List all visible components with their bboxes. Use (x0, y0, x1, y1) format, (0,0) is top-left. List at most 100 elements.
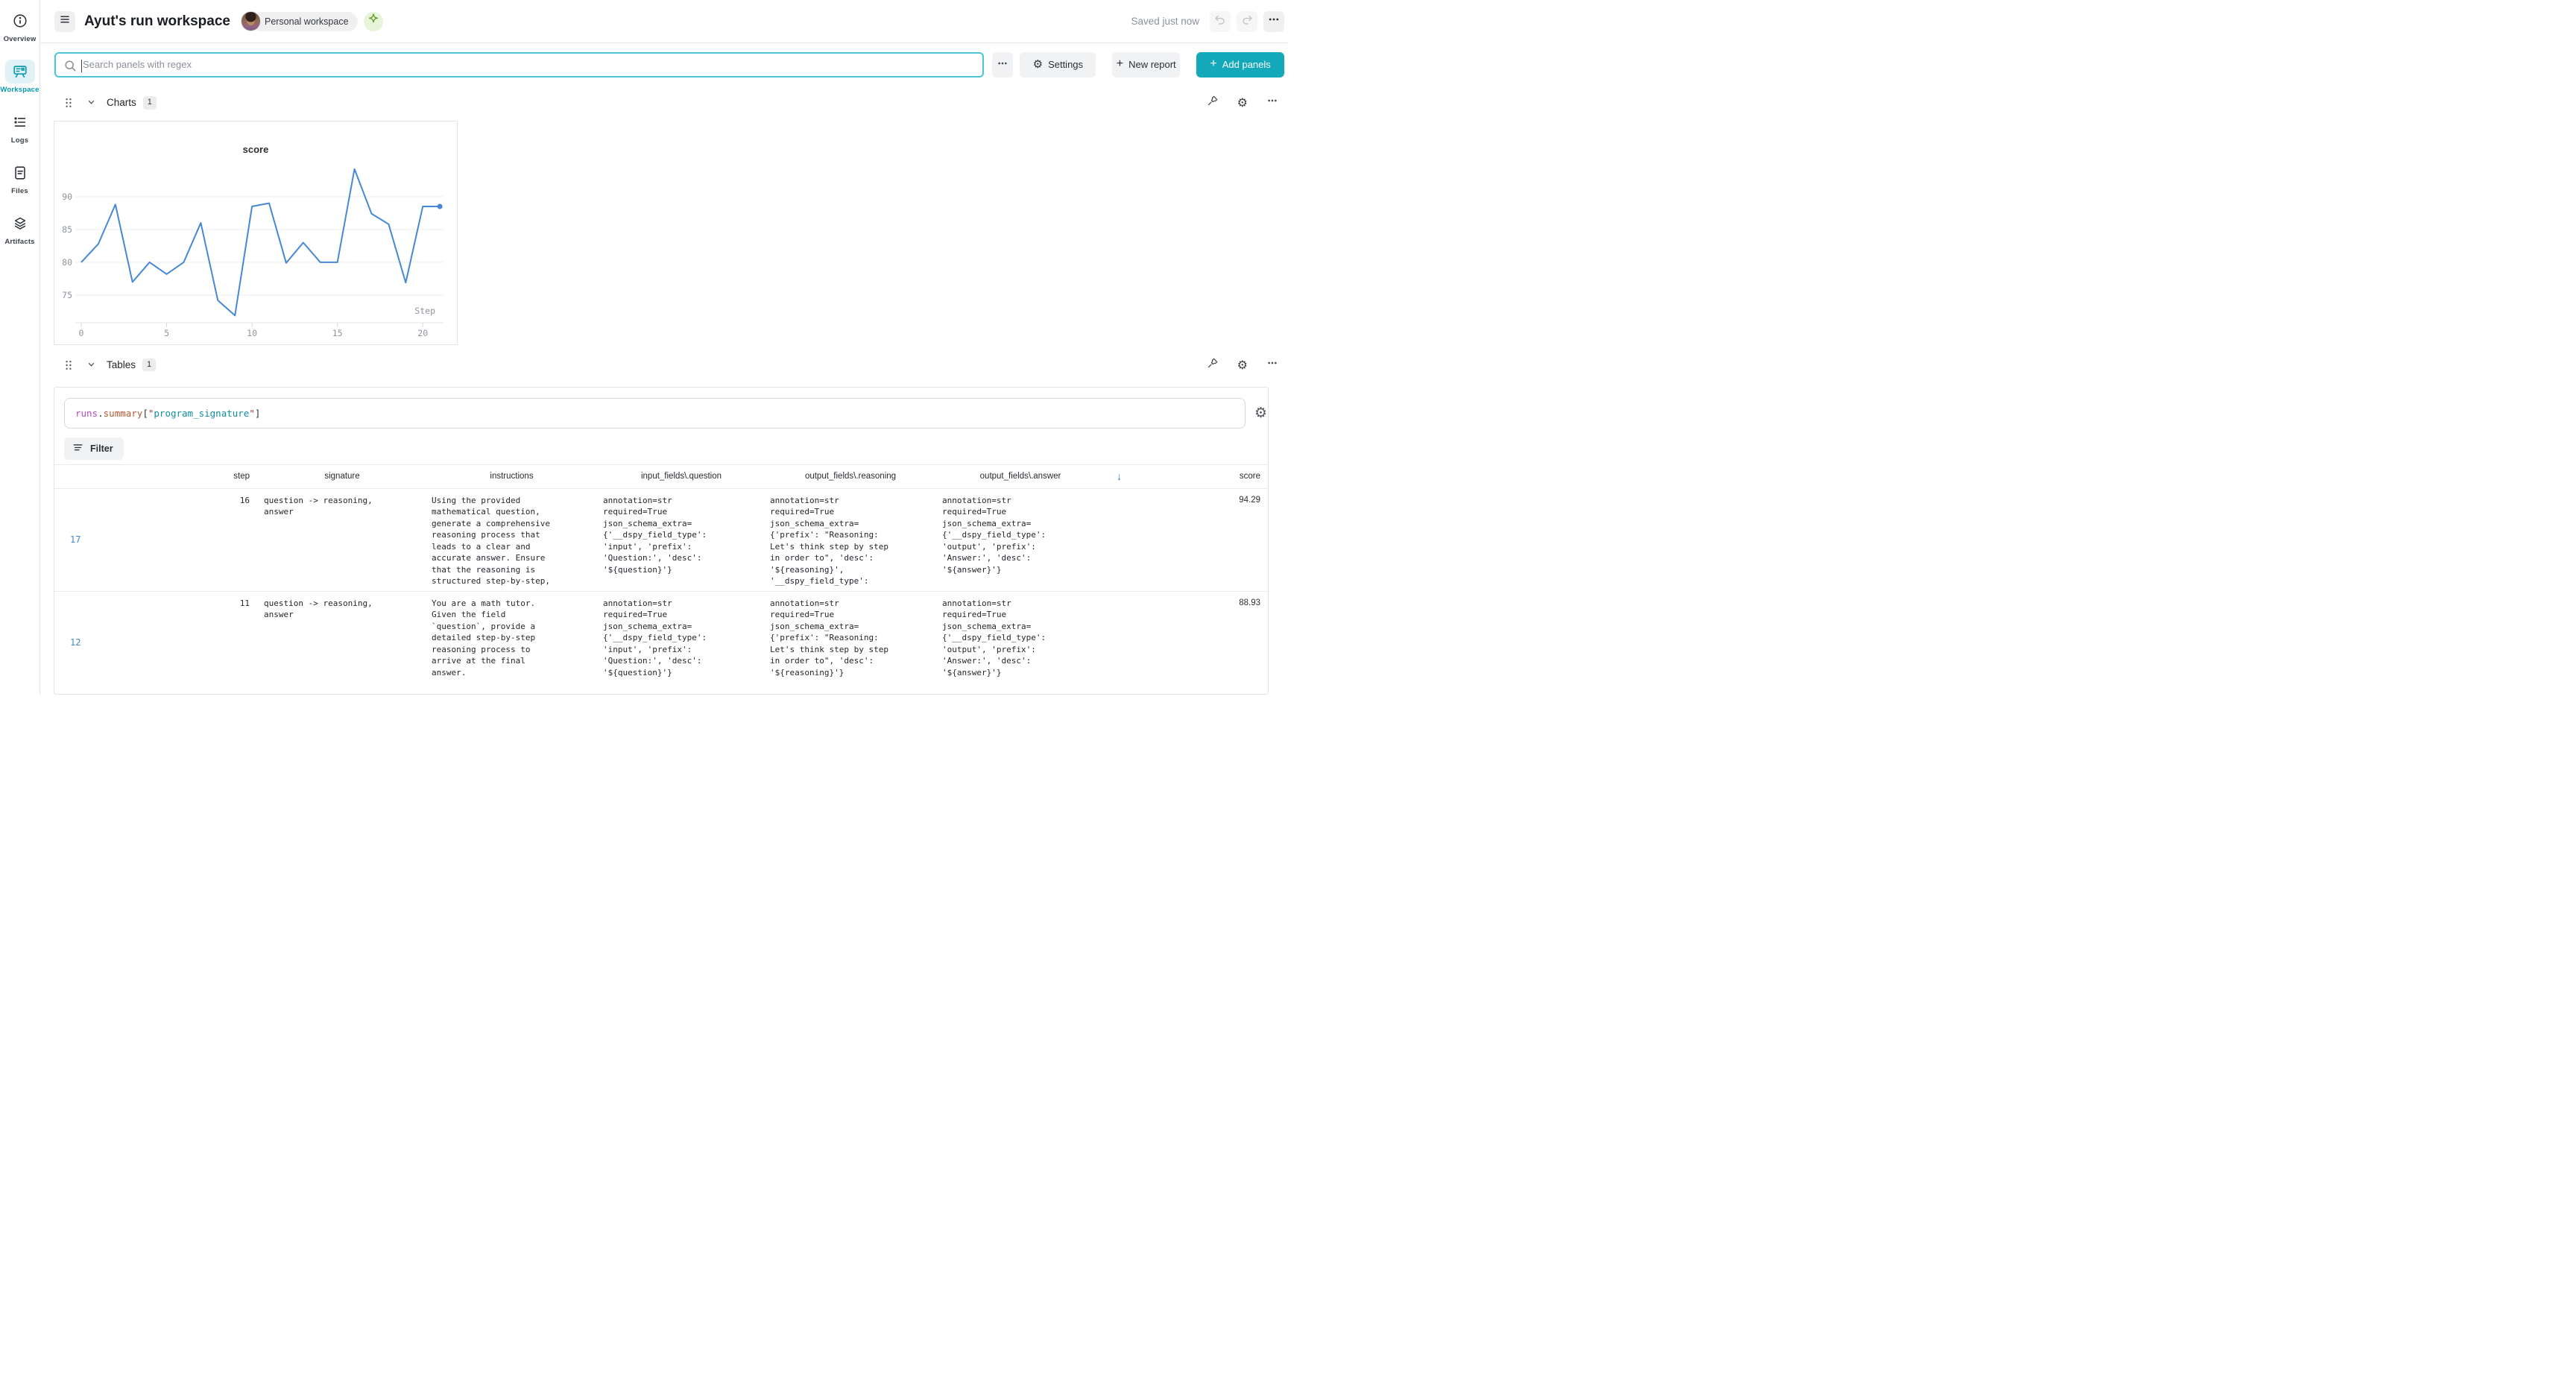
plus-icon: + (1210, 57, 1217, 70)
sidebar-item-label: Overview (3, 35, 37, 43)
cell-input-question: annotation=str required=True json_schema… (603, 598, 707, 677)
sidebar-item-label: Workspace (0, 86, 40, 94)
main-area: Ayut's run workspace Personal workspace … (40, 0, 1288, 695)
svg-text:10: 10 (247, 328, 257, 338)
cell-step: 16 (239, 495, 250, 505)
svg-text:15: 15 (332, 328, 343, 338)
top-bar: Ayut's run workspace Personal workspace … (40, 0, 1288, 43)
column-header-instructions[interactable]: instructions (490, 472, 534, 481)
sparkle-badge[interactable] (363, 11, 383, 31)
filter-row: Filter (54, 436, 1268, 464)
filter-button[interactable]: Filter (64, 437, 124, 460)
column-header-output-reasoning[interactable]: output_fields\.reasoning (804, 472, 897, 481)
run-step-link[interactable]: 12 (70, 637, 81, 648)
workspace-badge[interactable]: Personal workspace (240, 11, 358, 31)
charts-section-header: Charts 1 ⚙ (40, 92, 1288, 114)
drag-handle-icon[interactable] (63, 358, 75, 372)
column-header-signature[interactable]: signature (324, 472, 360, 481)
tables-count-badge: 1 (142, 358, 157, 372)
settings-label: Settings (1048, 59, 1084, 70)
redo-button[interactable] (1237, 10, 1257, 32)
query-runs-token: runs (75, 407, 98, 419)
more-dots-icon (1266, 12, 1281, 31)
filter-lines-icon (72, 441, 84, 456)
settings-button[interactable]: ⚙ Settings (1020, 51, 1096, 78)
page-title: Ayut's run workspace (84, 13, 230, 29)
sidebar-item-logs[interactable]: Logs (0, 110, 40, 145)
cell-output-reasoning: annotation=str required=True json_schema… (770, 495, 888, 586)
more-dots-icon[interactable] (1266, 356, 1279, 373)
svg-text:20: 20 (417, 328, 428, 338)
chevron-down-icon[interactable] (85, 96, 98, 109)
pin-icon[interactable] (1206, 94, 1219, 111)
cell-input-question: annotation=str required=True json_schema… (603, 495, 707, 575)
chevron-down-icon[interactable] (85, 358, 98, 371)
workspace-more-button[interactable] (1263, 10, 1284, 32)
table-header-row: step signature instructions input_fields… (54, 465, 1268, 489)
files-icon (5, 161, 35, 185)
cell-score: 88.93 (1239, 598, 1260, 607)
gear-icon[interactable]: ⚙ (1237, 357, 1248, 372)
score-chart-panel[interactable]: score 75 80 85 90 0 5 10 15 20 Step (54, 120, 458, 345)
svg-text:5: 5 (164, 328, 169, 338)
sidebar-item-files[interactable]: Files (0, 161, 40, 195)
table-row: 12 11 question -> reasoning, answer You … (54, 592, 1268, 695)
cell-signature: question -> reasoning, answer (264, 598, 373, 620)
column-header-step[interactable]: step (233, 472, 250, 481)
column-header-score[interactable]: score (1239, 472, 1260, 481)
new-report-button[interactable]: + New report (1112, 51, 1181, 78)
gear-icon[interactable]: ⚙ (1237, 95, 1248, 110)
chart-title: score (242, 143, 269, 155)
sidebar-item-overview[interactable]: Overview (0, 9, 40, 43)
sidebar-item-artifacts[interactable]: Artifacts (0, 212, 40, 246)
pin-icon[interactable] (1206, 356, 1219, 373)
sidebar-item-label: Logs (10, 136, 29, 145)
panel-outline-toggle-button[interactable] (54, 10, 75, 32)
artifacts-layers-icon (5, 212, 35, 236)
avatar (240, 11, 261, 31)
runs-table: step signature instructions input_fields… (54, 464, 1268, 695)
query-expression-input[interactable]: runs. summary[" program_signature "] (64, 397, 1246, 429)
cell-output-reasoning: annotation=str required=True json_schema… (770, 598, 888, 677)
plus-icon: + (1116, 57, 1124, 70)
left-sidebar: Overview Workspace (0, 0, 40, 695)
sparkle-icon (366, 12, 381, 31)
score-line-chart: 75 80 85 90 0 5 10 15 20 Step (62, 168, 443, 338)
topbar-actions: Saved just now (1131, 10, 1284, 32)
sidebar-item-label: Files (11, 187, 28, 195)
cell-instructions: Using the provided mathematical question… (432, 495, 550, 586)
column-header-input-question[interactable]: input_fields\.question (640, 472, 722, 481)
panel-search (54, 51, 985, 78)
cell-step: 11 (239, 598, 250, 608)
query-settings-gear-icon[interactable]: ⚙ (1254, 404, 1268, 421)
query-string-token: program_signature (154, 407, 250, 419)
cell-signature: question -> reasoning, answer (264, 495, 373, 517)
run-step-link[interactable]: 17 (70, 534, 81, 546)
more-dots-icon[interactable] (1266, 94, 1279, 111)
drag-handle-icon[interactable] (63, 96, 75, 110)
redo-icon (1240, 12, 1254, 31)
info-icon (5, 9, 35, 33)
cell-output-answer: annotation=str required=True json_schema… (942, 495, 1046, 575)
query-dot-token: . (98, 407, 104, 419)
svg-text:90: 90 (62, 192, 72, 202)
search-input[interactable] (56, 53, 983, 76)
cell-score: 94.29 (1239, 495, 1260, 505)
undo-button[interactable] (1210, 10, 1231, 32)
tables-section-title[interactable]: Tables (107, 359, 136, 371)
query-row: runs. summary[" program_signature "] ⚙ (54, 388, 1268, 436)
charts-count-badge: 1 (142, 96, 157, 110)
charts-section-title[interactable]: Charts (107, 97, 136, 109)
text-caret (81, 59, 82, 72)
save-status: Saved just now (1131, 16, 1199, 27)
svg-text:75: 75 (62, 290, 72, 300)
add-panels-button[interactable]: + Add panels (1196, 51, 1284, 78)
toolbar-more-button[interactable] (992, 51, 1014, 78)
filter-label: Filter (90, 443, 113, 454)
sort-descending-icon[interactable]: ↓ (1117, 470, 1122, 483)
gear-icon: ⚙ (1032, 57, 1044, 71)
column-header-output-answer[interactable]: output_fields\.answer (979, 472, 1061, 481)
svg-text:Step: Step (414, 306, 435, 316)
sidebar-item-label: Artifacts (4, 238, 35, 246)
sidebar-item-workspace[interactable]: Workspace (0, 60, 40, 94)
